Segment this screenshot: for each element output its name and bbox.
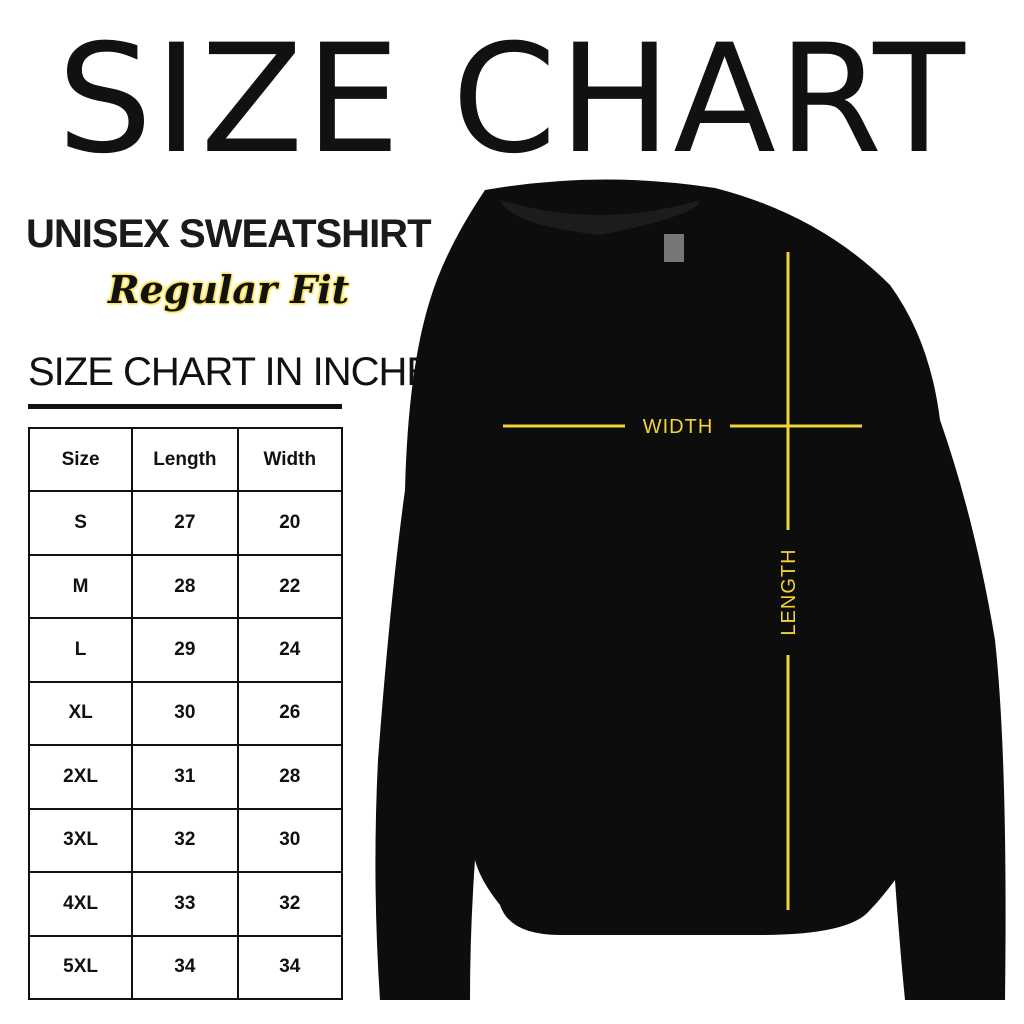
- table-header-row: Size Length Width: [27, 426, 344, 493]
- table-row: L 29 24: [27, 617, 344, 683]
- table-cell: 3XL: [27, 807, 134, 874]
- neck-tag: [664, 234, 684, 262]
- table-row: 3XL 32 30: [27, 807, 344, 874]
- length-label: LENGTH: [778, 548, 800, 635]
- table-cell: 26: [236, 680, 344, 747]
- table-row: 2XL 31 28: [27, 744, 344, 810]
- table-title-underline: [28, 404, 342, 409]
- table-cell: 24: [236, 617, 344, 683]
- table-cell: 5XL: [27, 934, 134, 1000]
- table-cell: 20: [236, 490, 344, 556]
- sweatshirt-image: [375, 179, 1006, 1000]
- table-cell: 30: [131, 680, 239, 747]
- width-label: WIDTH: [643, 416, 714, 438]
- table-cell: 29: [131, 617, 239, 683]
- table-row: M 28 22: [27, 553, 344, 620]
- table-row: XL 30 26: [27, 680, 344, 747]
- table-row: 5XL 34 34: [27, 934, 344, 1000]
- table-cell: 27: [131, 490, 239, 556]
- product-name: UNISEX SWEATSHIRT: [26, 212, 432, 256]
- table-cell: XL: [27, 680, 134, 747]
- table-cell: 28: [131, 553, 239, 620]
- table-cell: 32: [236, 871, 344, 937]
- column-header: Size: [27, 426, 134, 493]
- table-cell: 30: [236, 807, 344, 874]
- table-row: 4XL 33 32: [27, 871, 344, 937]
- table-cell: 2XL: [27, 744, 134, 810]
- table-cell: 34: [236, 934, 344, 1000]
- collar: [500, 200, 700, 235]
- table-title: SIZE CHART IN INCHES: [28, 350, 459, 394]
- table-cell: 31: [131, 744, 239, 810]
- table-cell: M: [27, 553, 134, 620]
- table-cell: L: [27, 617, 134, 683]
- table-cell: 33: [131, 871, 239, 937]
- table-cell: 4XL: [27, 871, 134, 937]
- table-cell: 28: [236, 744, 344, 810]
- table-row: S 27 20: [27, 490, 344, 556]
- table-cell: 34: [131, 934, 239, 1000]
- table-cell: 32: [131, 807, 239, 874]
- size-table: Size Length Width S 27 20 M 28 22 L 29 24 XL 30 26 2XL 3…: [27, 426, 344, 1000]
- column-header: Length: [131, 426, 239, 493]
- table-cell: S: [27, 490, 134, 556]
- fit-label: Regular Fit: [108, 267, 350, 312]
- column-header: Width: [236, 426, 344, 493]
- table-cell: 22: [236, 553, 344, 620]
- page-title: SIZE CHART: [57, 13, 967, 187]
